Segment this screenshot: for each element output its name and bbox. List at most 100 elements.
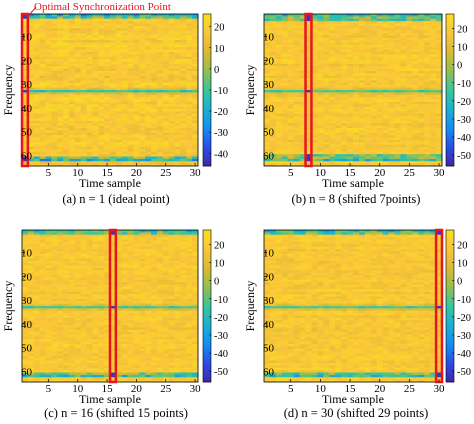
heatmap-cell	[68, 296, 76, 300]
heatmap-cell	[436, 139, 443, 143]
heatmap-cell	[45, 291, 52, 295]
heatmap-cell	[353, 135, 360, 138]
heatmap-cell	[370, 73, 378, 77]
heatmap-cell	[104, 28, 111, 32]
heatmap-cell	[353, 128, 360, 131]
heatmap-cell	[133, 56, 140, 60]
heatmap-cell	[287, 44, 295, 48]
heatmap-cell	[57, 296, 64, 300]
heatmap-cell	[68, 92, 76, 96]
heatmap-cell	[151, 277, 158, 281]
heatmap-cell	[168, 256, 175, 259]
heatmap-cell	[51, 90, 58, 93]
heatmap-cell	[335, 44, 342, 48]
heatmap-cell	[335, 123, 342, 127]
heatmap-cell	[311, 82, 318, 86]
y-tick-label: 40	[263, 103, 275, 115]
heatmap-cell	[424, 14, 431, 17]
heatmap-cell	[418, 82, 425, 86]
heatmap-cell	[168, 130, 175, 134]
heatmap-cell	[121, 260, 128, 264]
heatmap-cell	[275, 151, 283, 155]
heatmap-cell	[264, 154, 271, 157]
heatmap-cell	[27, 61, 35, 65]
heatmap-cell	[133, 132, 140, 136]
heatmap-cell	[370, 106, 378, 110]
heatmap-cell	[115, 237, 123, 240]
heatmap-cell	[27, 49, 35, 53]
heatmap-cell	[287, 71, 295, 74]
heatmap-cell	[424, 163, 431, 167]
heatmap-cell	[145, 33, 152, 36]
heatmap-cell	[406, 149, 413, 153]
heatmap-cell	[400, 94, 407, 98]
heatmap-cell	[418, 101, 425, 105]
heatmap-cell	[39, 90, 46, 93]
heatmap-cell	[335, 21, 342, 24]
colorbar-segment	[203, 130, 211, 134]
heatmap-cell	[382, 30, 389, 34]
heatmap-cell	[80, 268, 87, 271]
heatmap-cell	[287, 14, 295, 17]
heatmap-cell	[353, 163, 360, 167]
colorbar-segment	[203, 109, 211, 112]
heatmap-cell	[139, 130, 146, 134]
heatmap-cell	[180, 272, 187, 276]
heatmap-cell	[156, 66, 164, 70]
heatmap-cell	[63, 16, 70, 20]
heatmap-cell	[364, 85, 372, 89]
heatmap-cell	[162, 275, 170, 278]
heatmap-cell	[80, 301, 87, 305]
heatmap-cell	[347, 132, 354, 136]
heatmap-cell	[436, 68, 443, 72]
heatmap-cell	[127, 128, 134, 131]
heatmap-cell	[151, 30, 158, 34]
heatmap-cell	[80, 125, 87, 129]
heatmap-cell	[341, 90, 348, 93]
heatmap-cell	[275, 92, 283, 96]
heatmap-cell	[394, 44, 401, 48]
heatmap-cell	[174, 42, 181, 46]
heatmap-cell	[110, 123, 117, 127]
heatmap-cell	[162, 82, 170, 86]
heatmap-cell	[86, 156, 93, 160]
heatmap-cell	[151, 94, 158, 98]
heatmap-cell	[370, 85, 378, 89]
heatmap-cell	[376, 52, 384, 55]
heatmap-cell	[80, 232, 87, 236]
heatmap-cell	[317, 54, 324, 58]
heatmap-cell	[317, 139, 324, 143]
heatmap-cell	[180, 87, 187, 91]
heatmap-cell	[430, 63, 437, 67]
heatmap-cell	[33, 249, 40, 252]
heatmap-cell	[156, 270, 164, 274]
heatmap-cell	[63, 28, 70, 32]
heatmap-cell	[74, 139, 82, 143]
heatmap-cell	[412, 23, 419, 27]
heatmap-cell	[317, 42, 324, 46]
heatmap-cell	[110, 232, 117, 236]
heatmap-cell	[121, 144, 128, 148]
heatmap-cell	[192, 101, 199, 105]
heatmap-cell	[376, 97, 384, 100]
heatmap-cell	[92, 101, 99, 105]
heatmap-cell	[341, 63, 348, 67]
heatmap-cell	[293, 111, 300, 115]
heatmap-cell	[33, 123, 40, 127]
heatmap-cell	[22, 249, 29, 252]
heatmap-cell	[353, 151, 360, 155]
heatmap-cell	[74, 156, 82, 160]
heatmap-cell	[341, 118, 348, 122]
heatmap-cell	[33, 37, 40, 41]
heatmap-cell	[127, 40, 134, 43]
heatmap-cell	[430, 128, 437, 131]
heatmap-cell	[412, 63, 419, 67]
heatmap-cell	[329, 154, 336, 157]
heatmap-cell	[269, 85, 277, 89]
colorbar-segment	[203, 154, 211, 157]
heatmap-cell	[68, 279, 76, 283]
heatmap-cell	[86, 97, 93, 100]
heatmap-cell	[110, 294, 117, 297]
heatmap-cell	[156, 87, 164, 91]
heatmap-cell	[156, 37, 164, 41]
